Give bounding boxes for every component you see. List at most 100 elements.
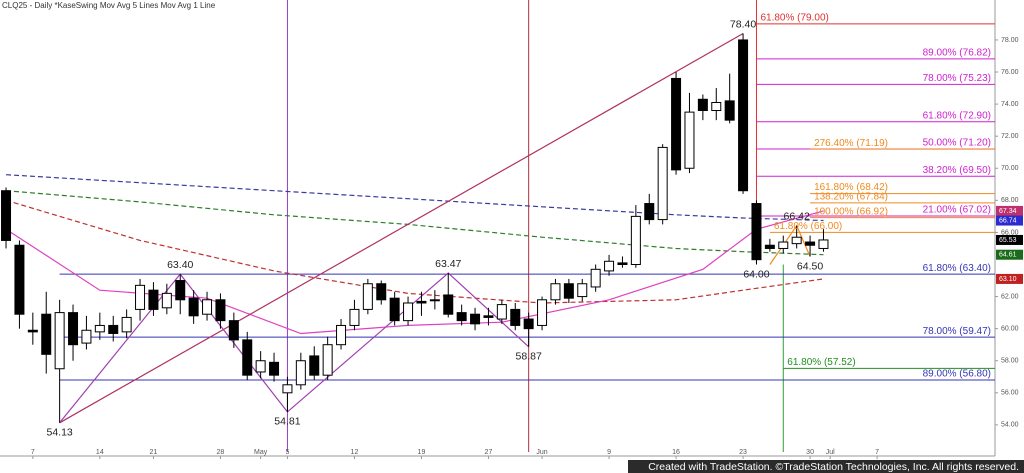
candle-body bbox=[764, 244, 775, 249]
candle-body bbox=[121, 316, 132, 333]
candle-body bbox=[269, 361, 280, 376]
fib-level-label: 78.00% (59.47) bbox=[923, 326, 991, 337]
candle-body bbox=[255, 360, 266, 373]
x-tick-label: 12 bbox=[351, 449, 359, 456]
price-label-box bbox=[996, 249, 1023, 260]
candle-body bbox=[751, 203, 762, 261]
candle-body bbox=[496, 304, 507, 320]
candle-body bbox=[81, 329, 92, 344]
fib-level-label: 89.00% (56.80) bbox=[923, 369, 991, 380]
swing-label: 78.40 bbox=[730, 18, 756, 30]
candle-body bbox=[416, 300, 427, 304]
y-tick-label: 70.00 bbox=[1001, 165, 1019, 172]
candle-body bbox=[711, 101, 722, 112]
candle-body bbox=[429, 299, 440, 302]
x-tick-label: 7 bbox=[875, 449, 879, 456]
y-tick-label: 56.00 bbox=[1001, 390, 1019, 397]
y-tick-label: 74.00 bbox=[1001, 101, 1019, 108]
fib-level-label: 61.80% (66.00) bbox=[774, 221, 842, 232]
candle-body bbox=[510, 308, 521, 326]
fib-level-label: 61.80% (63.40) bbox=[923, 263, 991, 274]
candle-body bbox=[550, 283, 561, 301]
swing-label: 58.87 bbox=[516, 351, 542, 363]
candle-body bbox=[684, 111, 695, 169]
candle-body bbox=[697, 98, 708, 112]
candle-body bbox=[242, 339, 253, 376]
fib-level-label: 61.80% (79.00) bbox=[760, 13, 828, 24]
fib-level-label: 50.00% (71.20) bbox=[923, 138, 991, 149]
candle-body bbox=[41, 313, 52, 355]
price-label-box bbox=[996, 273, 1023, 284]
fib-level-label: 276.40% (71.19) bbox=[814, 138, 888, 149]
swing-label: 63.47 bbox=[435, 258, 461, 270]
chart-header: CLQ25 - Daily *KaseSwing Mov Avg 5 Lines… bbox=[2, 1, 216, 10]
fib-level-label: 100.00% (66.92) bbox=[814, 206, 888, 217]
x-tick-label: Jun bbox=[536, 449, 547, 456]
background-layer bbox=[32, 0, 998, 459]
x-tick-label: 7 bbox=[31, 449, 35, 456]
swing-label: 63.40 bbox=[167, 259, 193, 271]
candle-body bbox=[443, 294, 454, 315]
candle-body bbox=[94, 324, 105, 333]
candle-body bbox=[805, 241, 816, 246]
swing-label: 54.81 bbox=[274, 416, 300, 428]
y-tick-label: 72.00 bbox=[1001, 133, 1019, 140]
candle-body bbox=[470, 313, 481, 325]
y-tick-label: 54.00 bbox=[1001, 422, 1019, 429]
candle-body bbox=[215, 299, 226, 322]
candle-body bbox=[577, 283, 588, 298]
candle-body bbox=[644, 203, 655, 221]
candle-body bbox=[295, 360, 306, 386]
moving-average-line bbox=[5, 190, 824, 256]
candle-body bbox=[403, 302, 414, 322]
x-tick-label: Jul bbox=[826, 449, 835, 456]
y-tick-label: 68.00 bbox=[1001, 197, 1019, 204]
candle-body bbox=[791, 236, 802, 245]
candle-body bbox=[590, 268, 601, 288]
fib-level-label: 21.00% (67.02) bbox=[923, 205, 991, 216]
price-label: 66.74 bbox=[999, 217, 1017, 224]
candle-body bbox=[617, 262, 628, 265]
candle-body bbox=[604, 260, 615, 272]
fib-level-label: 61.80% (72.90) bbox=[923, 110, 991, 121]
candle-body bbox=[135, 284, 146, 310]
y-tick-label: 78.00 bbox=[1001, 37, 1019, 44]
y-tick-label: 62.00 bbox=[1001, 293, 1019, 300]
candle-body bbox=[54, 312, 65, 370]
text-layer: 78.00 76.00 74.00 72.00 70.00 68.00 66.00 62.00… bbox=[31, 13, 1023, 456]
candle-body bbox=[1, 190, 12, 241]
fib-level-label: 61.80% (57.52) bbox=[787, 357, 855, 368]
fib-level-label: 161.80% (68.42) bbox=[814, 182, 888, 193]
y-tick-label: 66.00 bbox=[1001, 229, 1019, 236]
candle-body bbox=[349, 308, 360, 326]
candle-body bbox=[175, 280, 186, 301]
candle-body bbox=[724, 100, 735, 121]
price-label: 65.53 bbox=[999, 237, 1017, 244]
candles-layer bbox=[1, 33, 829, 423]
fib-level-label: 38.20% (69.50) bbox=[923, 165, 991, 176]
candle-body bbox=[778, 241, 789, 249]
x-tick-label: 5 bbox=[285, 449, 289, 456]
x-tick-label: May bbox=[254, 449, 268, 456]
price-label-box bbox=[996, 215, 1023, 226]
y-tick-label: 58.00 bbox=[1001, 358, 1019, 365]
candle-body bbox=[376, 283, 387, 301]
candle-body bbox=[148, 289, 159, 310]
candle-body bbox=[563, 283, 574, 299]
fib-level-label: 138.20% (67.84) bbox=[814, 192, 888, 203]
price-label: 67.34 bbox=[999, 208, 1017, 215]
candle-body bbox=[228, 320, 239, 341]
candle-body bbox=[336, 324, 347, 346]
candle-body bbox=[818, 239, 829, 249]
swing-label: 54.13 bbox=[46, 427, 72, 439]
candle-body bbox=[202, 299, 213, 315]
footer-text: Created with TradeStation. ©TradeStation… bbox=[648, 461, 1019, 473]
x-tick-label: 9 bbox=[607, 449, 611, 456]
footer-bar bbox=[628, 460, 1024, 473]
swing-label: 64.50 bbox=[797, 260, 823, 272]
candle-body bbox=[523, 318, 534, 330]
y-tick-label: 76.00 bbox=[1001, 69, 1019, 76]
x-tick-label: 19 bbox=[418, 449, 426, 456]
